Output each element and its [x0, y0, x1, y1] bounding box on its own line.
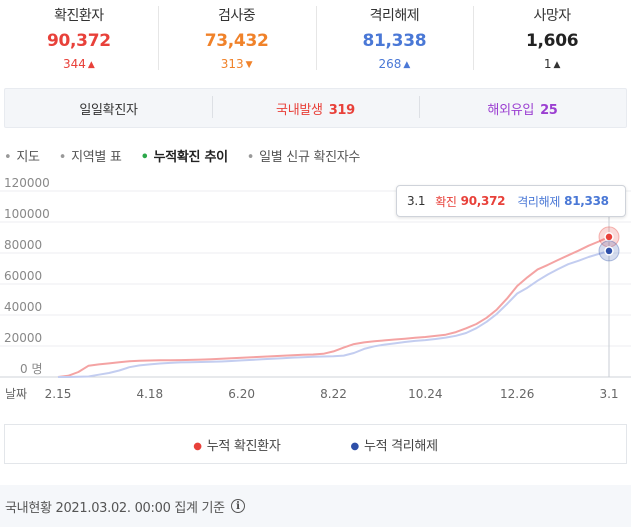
daily-domestic: 국내발생 319: [212, 95, 419, 118]
stat-released: 격리해제 81,338 268 ▲: [315, 0, 474, 80]
stat-confirmed: 확진환자 90,372 344 ▲: [0, 0, 158, 80]
x-axis-ticks: 2.15 4.18 6.20 8.22 10.24 12.26 3.1: [45, 387, 619, 401]
stat-testing-delta-value: 313: [220, 57, 244, 71]
series-line-released: [58, 249, 610, 378]
x-tick-label: 2.15: [45, 387, 72, 401]
stats-row: 확진환자 90,372 344 ▲ 검사중 73,432 313 ▼ 격리해제 81…: [0, 0, 631, 80]
bullet-icon: •: [58, 150, 67, 165]
daily-overseas: 해외유입 25: [419, 95, 626, 118]
x-tick-label: 8.22: [320, 387, 347, 401]
bullet-icon: •: [4, 150, 12, 165]
daily-overseas-value: 25: [540, 102, 558, 118]
stat-deaths-delta: 1 ▲: [473, 56, 631, 73]
y-tick-label: 80000: [4, 238, 42, 252]
stat-confirmed-label: 확진환자: [54, 8, 104, 24]
x-tick-label: 10.24: [408, 387, 442, 401]
x-tick-label: 3.1: [599, 387, 618, 401]
stat-deaths-label: 사망자: [533, 8, 572, 24]
marker-released: [604, 246, 614, 256]
legend-confirmed-label: 누적 확진환자: [206, 438, 281, 454]
tooltip-released-value: 81,338: [564, 194, 609, 208]
daily-confirmed-strip: 일일확진자 국내발생 319 해외유입 25: [4, 88, 627, 128]
stat-testing-delta: 313 ▼: [158, 56, 316, 73]
legend-dot-icon: ●: [350, 440, 360, 452]
chart-grid: [0, 190, 631, 378]
x-tick-label: 4.18: [136, 387, 163, 401]
x-tick-label: 12.26: [500, 387, 534, 401]
tooltip-released-label: 격리해제: [517, 194, 561, 209]
tab-cumulative-trend[interactable]: • 누적확진 추이: [140, 146, 229, 166]
stat-confirmed-value: 90,372: [46, 31, 111, 51]
stat-confirmed-delta: 344 ▲: [0, 56, 158, 73]
cumulative-trend-chart[interactable]: 0 명 20000 40000 60000 80000 100000 120000 2.15…: [0, 175, 631, 410]
tooltip-confirmed-value: 90,372: [460, 194, 506, 208]
arrow-down-icon: ▼: [245, 60, 253, 70]
y-tick-label: 60000: [4, 269, 42, 283]
legend-dot-icon: ●: [193, 440, 202, 452]
x-tick-label: 6.20: [228, 387, 255, 401]
stat-released-delta: 268 ▲: [316, 56, 474, 73]
arrow-up-icon: ▲: [87, 60, 95, 70]
arrow-up-icon: ▲: [403, 60, 411, 70]
bullet-icon: •: [246, 150, 255, 165]
bullet-icon: •: [140, 150, 149, 165]
chart-legend: ● 누적 확진환자 ● 누적 격리해제: [4, 424, 627, 464]
tab-region-table-label: 지역별 표: [71, 150, 122, 165]
legend-item-confirmed[interactable]: ● 누적 확진환자: [193, 435, 281, 454]
tab-map-label: 지도: [16, 150, 40, 165]
y-axis-ticks: 0 명 20000 40000 60000 80000 100000 120000: [4, 176, 50, 376]
stat-released-delta-value: 268: [378, 57, 402, 71]
y-tick-label: 40000: [4, 300, 42, 314]
stat-testing-label: 검사중: [218, 8, 256, 24]
stat-testing: 검사중 73,432 313 ▼: [157, 0, 316, 80]
stat-deaths: 사망자 1,606 1 ▲: [473, 0, 631, 80]
daily-overseas-label: 해외유입: [487, 102, 535, 118]
y-tick-label: 0 명: [20, 362, 43, 376]
y-tick-label: 20000: [4, 331, 42, 345]
stat-released-value: 81,338: [362, 31, 427, 51]
tooltip-confirmed-label: 확진: [435, 194, 457, 209]
stat-released-label: 격리해제: [369, 8, 420, 24]
chart-series: [57, 235, 610, 378]
tab-daily-new[interactable]: • 일별 신규 확진자수: [246, 146, 361, 166]
tooltip-date: 3.1: [407, 194, 426, 208]
legend-released-label: 누적 격리해제: [363, 438, 438, 454]
series-line-confirmed: [57, 235, 610, 378]
tab-daily-new-label: 일별 신규 확진자수: [259, 150, 361, 165]
stat-confirmed-delta-value: 344: [62, 57, 86, 71]
status-footer: 국내현황 2021.03.02. 00:00 집계 기준 i: [0, 485, 631, 527]
chart-tooltip: 3.1 확진 90,372 격리해제 81,338: [396, 185, 626, 217]
legend-item-released[interactable]: ● 누적 격리해제: [350, 435, 439, 454]
stat-deaths-delta-value: 1: [543, 57, 552, 71]
tab-region-table[interactable]: • 지역별 표: [59, 146, 122, 166]
daily-confirmed-label: 일일확진자: [79, 102, 138, 118]
daily-domestic-value: 319: [328, 102, 356, 118]
y-tick-label: 100000: [4, 207, 50, 221]
marker-confirmed: [604, 232, 614, 242]
daily-domestic-label: 국내발생: [276, 102, 323, 118]
y-tick-label: 120000: [4, 176, 50, 190]
footer-text: 국내현황 2021.03.02. 00:00 집계 기준: [5, 500, 225, 516]
tab-cumulative-trend-label: 누적확진 추이: [153, 150, 228, 165]
arrow-up-icon: ▲: [553, 60, 561, 70]
chart-markers: [598, 226, 620, 262]
stat-deaths-value: 1,606: [525, 31, 579, 51]
tab-map[interactable]: • 지도: [4, 146, 40, 166]
stat-testing-value: 73,432: [204, 31, 269, 51]
x-axis-label: 날짜: [5, 387, 27, 401]
info-icon[interactable]: i: [230, 499, 245, 513]
view-tabs: • 지도 • 지역별 표 • 누적확진 추이 • 일별 신규 확진자수: [4, 146, 379, 166]
